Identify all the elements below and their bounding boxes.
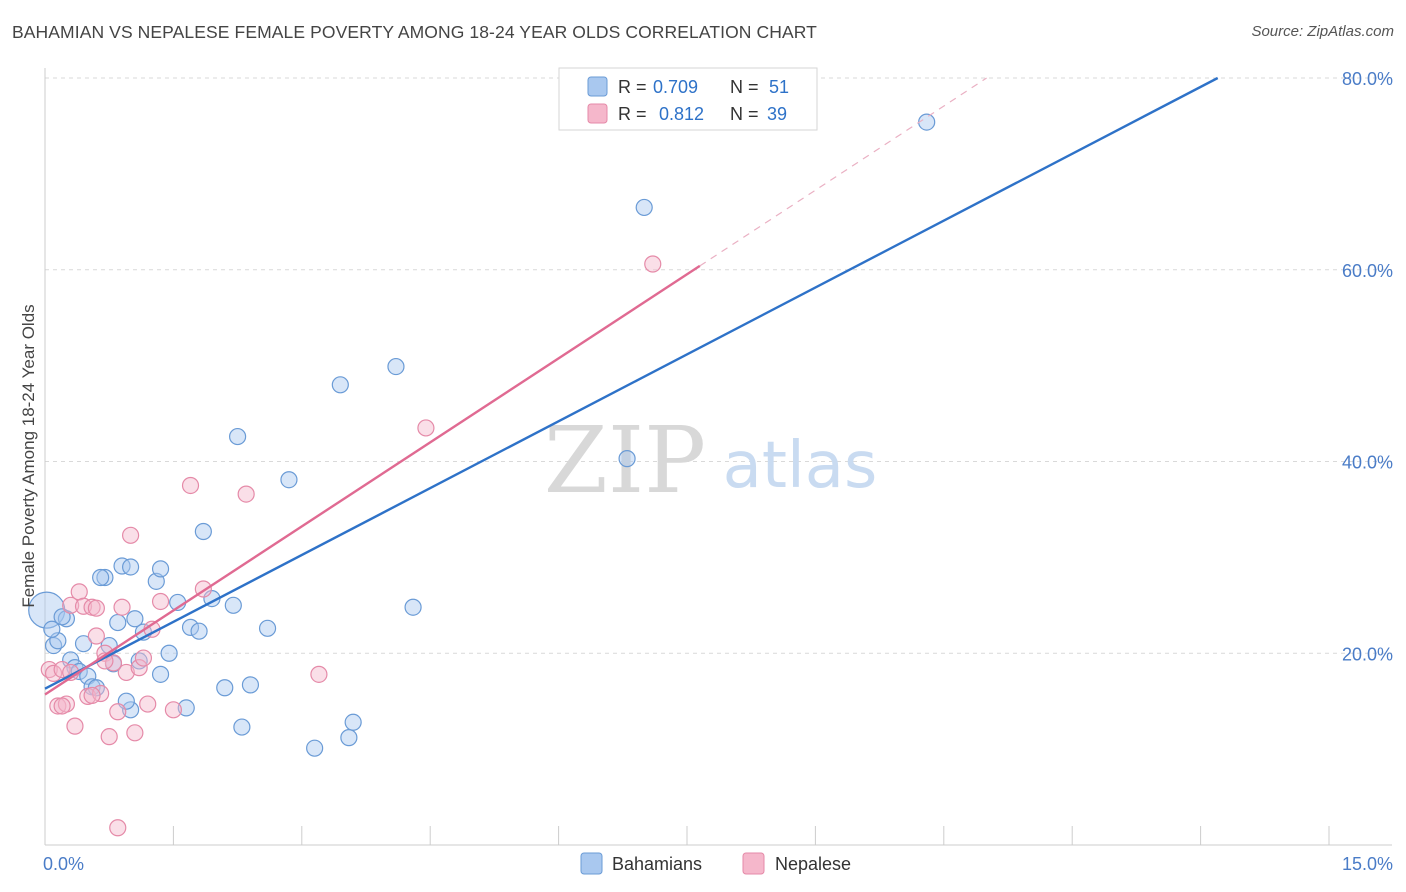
- bahamians-trend-line: [44, 76, 1219, 690]
- bahamians-point: [258, 619, 277, 637]
- legend-n-value: 51: [769, 77, 789, 97]
- nepalese-point: [117, 663, 135, 682]
- y-tick-label: 60.0%: [1342, 261, 1393, 281]
- series-bahamians-points: [28, 113, 936, 757]
- nepalese-point: [109, 703, 127, 721]
- nepalese-point: [87, 627, 105, 645]
- nepalese-trend-extension: [699, 77, 987, 267]
- series-nepalese-points: [40, 255, 662, 837]
- legend-n-label: N =: [730, 104, 759, 124]
- nepalese-point: [417, 419, 435, 437]
- tick-labels: 20.0% 40.0% 60.0% 80.0% 0.0% 15.0%: [43, 69, 1393, 874]
- bahamians-point: [241, 676, 260, 694]
- nepalese-point: [310, 665, 328, 683]
- legend-r-value: 0.812: [659, 104, 704, 124]
- nepalese-point: [109, 819, 127, 837]
- bahamians-point: [160, 644, 178, 662]
- axes: [44, 68, 1392, 846]
- bahamians-point: [151, 560, 170, 578]
- bahamians-point: [194, 522, 212, 541]
- bahamians-point: [96, 568, 114, 587]
- source-label: Source: ZipAtlas.com: [1251, 23, 1394, 40]
- nepalese-point: [87, 599, 105, 617]
- nepalese-point: [237, 485, 255, 503]
- bahamians-point: [181, 618, 200, 636]
- bahamians-point: [122, 701, 140, 719]
- bahamians-point: [229, 427, 247, 446]
- bahamians-point: [224, 596, 242, 614]
- nepalese-point: [62, 596, 80, 614]
- bahamians-point: [74, 635, 93, 653]
- bahamians-point: [53, 608, 71, 626]
- bahamians-point: [306, 739, 324, 757]
- nepalese-point: [44, 664, 63, 682]
- bahamians-point: [404, 598, 422, 616]
- stats-legend: R = 0.709 N = 51 R = 0.812 N = 39: [558, 67, 818, 131]
- legend-r-value: 0.709: [653, 77, 698, 97]
- bahamians-point: [109, 613, 127, 632]
- nepalese-point: [644, 255, 662, 273]
- grid-lines: [45, 77, 1392, 654]
- bahamians-point: [151, 665, 170, 683]
- legend-bahamians-label: Bahamians: [612, 854, 702, 874]
- nepalese-point: [126, 724, 144, 742]
- y-tick-label: 80.0%: [1342, 69, 1393, 89]
- bahamians-point: [126, 610, 144, 628]
- bahamians-point: [43, 620, 61, 638]
- legend-nepalese-swatch: [742, 852, 765, 875]
- bahamians-point: [190, 622, 208, 640]
- bahamians-point: [344, 713, 362, 731]
- bahamians-point: [331, 376, 349, 394]
- nepalese-point: [74, 597, 93, 615]
- bahamians-point: [340, 729, 358, 747]
- bahamians-point: [618, 450, 636, 468]
- nepalese-point: [53, 697, 71, 715]
- bahamians-point: [177, 699, 195, 717]
- nepalese-point: [164, 701, 182, 719]
- watermark-atlas: atlas: [723, 429, 878, 503]
- bahamians-point: [918, 113, 936, 131]
- y-axis-label: Female Poverty Among 18-24 Year Olds: [19, 304, 38, 607]
- bahamians-point: [635, 198, 653, 217]
- bahamians-point: [122, 558, 140, 576]
- x-tick-label: 0.0%: [43, 854, 84, 874]
- legend-swatch-bahamians: [587, 76, 608, 97]
- x-tick-label: 15.0%: [1342, 854, 1393, 874]
- chart-title: BAHAMIAN VS NEPALESE FEMALE POVERTY AMON…: [12, 22, 817, 42]
- bahamians-point: [233, 718, 251, 736]
- nepalese-point: [83, 686, 101, 705]
- legend-bahamians-swatch: [580, 852, 603, 875]
- bahamians-point: [79, 667, 97, 685]
- bahamians-point: [113, 557, 131, 575]
- legend-n-label: N =: [730, 77, 759, 97]
- legend-swatch-nepalese: [587, 103, 608, 124]
- legend-r-label: R =: [618, 77, 647, 97]
- bahamians-point: [216, 679, 234, 697]
- bahamians-point: [387, 357, 405, 376]
- legend-n-value: 39: [767, 104, 787, 124]
- nepalese-point: [113, 598, 131, 616]
- bahamians-point: [92, 568, 110, 587]
- bahamians-point: [280, 471, 298, 489]
- nepalese-point: [70, 583, 88, 601]
- legend-r-label: R =: [618, 104, 647, 124]
- nepalese-point: [66, 717, 84, 735]
- nepalese-point: [100, 728, 118, 746]
- watermark-zip: ZIP: [544, 407, 706, 514]
- y-tick-label: 20.0%: [1342, 644, 1393, 664]
- nepalese-point: [181, 476, 200, 495]
- nepalese-point: [151, 592, 170, 611]
- legend-nepalese-label: Nepalese: [775, 854, 851, 874]
- series-legend: Bahamians Nepalese: [580, 852, 851, 875]
- y-tick-label: 40.0%: [1342, 453, 1393, 473]
- nepalese-point: [134, 649, 153, 667]
- nepalese-point: [130, 659, 148, 677]
- nepalese-trend-line: [44, 264, 701, 696]
- nepalese-point: [122, 526, 140, 544]
- trend-lines: [44, 76, 1219, 696]
- nepalese-point: [139, 695, 157, 713]
